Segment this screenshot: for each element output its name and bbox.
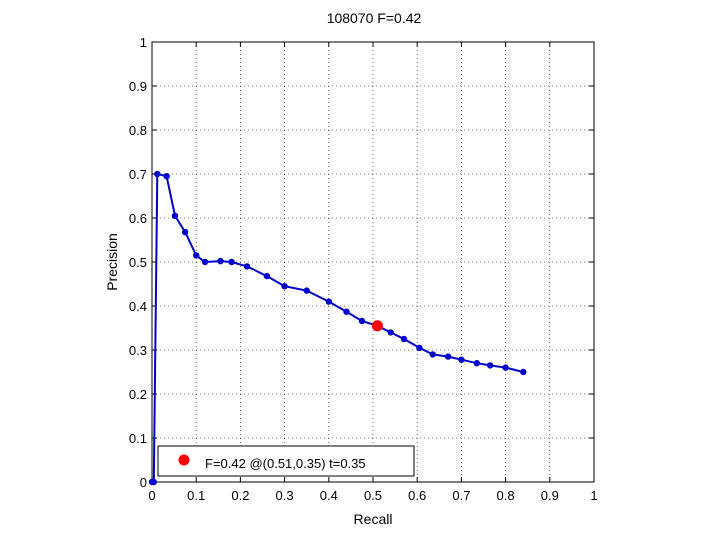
chart-title: 108070 F=0.42 bbox=[327, 10, 422, 26]
data-point bbox=[263, 272, 271, 280]
data-point bbox=[486, 362, 494, 369]
data-point bbox=[325, 298, 332, 305]
series-layer bbox=[148, 170, 527, 486]
x-tick-label: 0.6 bbox=[408, 488, 426, 503]
best-f-point bbox=[371, 320, 383, 332]
y-tick-label: 0.3 bbox=[129, 343, 147, 358]
x-tick-label: 0.3 bbox=[276, 488, 294, 503]
data-point bbox=[281, 283, 288, 290]
data-point bbox=[520, 368, 527, 376]
y-tick-label: 0.4 bbox=[129, 299, 147, 314]
y-tick-label: 0.5 bbox=[129, 255, 147, 270]
x-tick-label: 0.1 bbox=[187, 488, 205, 503]
legend-box bbox=[157, 445, 415, 477]
y-tick-label: 0.8 bbox=[129, 123, 147, 138]
data-point bbox=[243, 263, 251, 270]
y-tick-label: 1 bbox=[140, 35, 147, 50]
series-line bbox=[152, 173, 524, 483]
legend-marker bbox=[178, 454, 190, 466]
x-tick-label: 0.9 bbox=[541, 488, 559, 503]
x-tick-label: 0.4 bbox=[320, 488, 338, 503]
data-point bbox=[228, 258, 235, 266]
x-tick-label: 0.7 bbox=[452, 488, 470, 503]
x-tick-label: 0.2 bbox=[231, 488, 249, 503]
data-point bbox=[163, 173, 170, 180]
legend-label: F=0.42 @(0.51,0.35) t=0.35 bbox=[205, 456, 366, 471]
legend: F=0.42 @(0.51,0.35) t=0.35 bbox=[157, 445, 415, 477]
data-point bbox=[400, 335, 408, 343]
x-tick-label: 0.5 bbox=[364, 488, 382, 503]
data-point bbox=[181, 228, 189, 236]
data-point bbox=[201, 258, 209, 266]
y-tick-label: 0.2 bbox=[129, 387, 147, 402]
grid-lines bbox=[152, 42, 594, 482]
x-tick-label: 0.8 bbox=[497, 488, 515, 503]
data-point bbox=[150, 478, 157, 486]
data-point bbox=[171, 212, 179, 219]
data-point bbox=[358, 317, 366, 325]
x-tick-label: 0 bbox=[148, 488, 155, 503]
axis-ticks: 0 0.1 0.2 0.3 0.4 0.5 0.6 0.7 0.8 0.9 1 0 0.1 0.2 0.3 0… bbox=[129, 35, 598, 503]
y-axis-title: Precision bbox=[104, 233, 120, 291]
data-point bbox=[217, 257, 224, 265]
data-point bbox=[458, 356, 465, 363]
y-tick-label: 0.1 bbox=[129, 431, 147, 446]
data-point bbox=[444, 353, 452, 360]
data-point bbox=[429, 351, 436, 358]
y-tick-label: 0.7 bbox=[129, 167, 147, 182]
data-point bbox=[473, 360, 481, 367]
x-axis-title: Recall bbox=[354, 511, 393, 527]
data-point bbox=[387, 329, 394, 336]
x-tick-label: 1 bbox=[590, 488, 597, 503]
data-point bbox=[154, 170, 161, 178]
y-tick-label: 0.6 bbox=[129, 211, 147, 226]
data-point bbox=[303, 287, 310, 294]
data-point bbox=[416, 344, 423, 351]
data-point bbox=[343, 308, 350, 315]
y-tick-label: 0 bbox=[140, 475, 147, 490]
data-point bbox=[193, 252, 200, 259]
data-point bbox=[502, 364, 509, 371]
y-tick-label: 0.9 bbox=[129, 79, 147, 94]
